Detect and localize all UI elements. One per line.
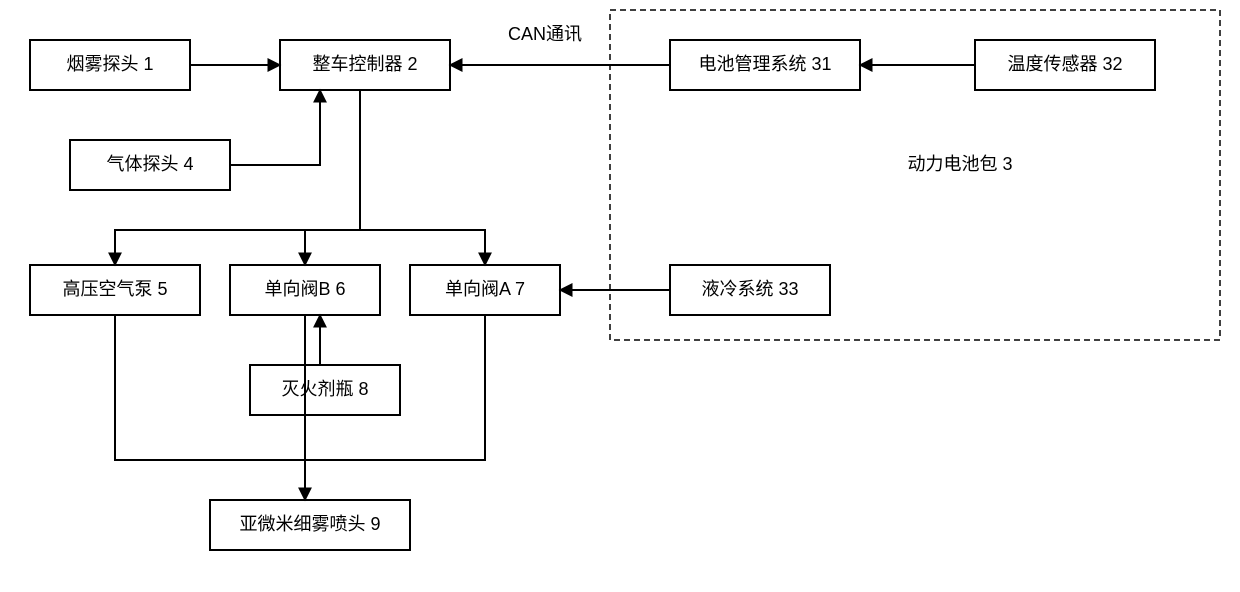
node-n2-label: 整车控制器 2 [312, 54, 417, 74]
node-n31-label: 电池管理系统 31 [698, 54, 831, 74]
node-n32-label: 温度传感器 32 [1007, 54, 1122, 74]
node-n6-label: 单向阀B 6 [264, 279, 345, 299]
node-n7-label: 单向阀A 7 [445, 279, 525, 299]
node-n1-label: 烟雾探头 1 [66, 54, 153, 74]
battery-pack-label: 动力电池包 3 [907, 154, 1012, 174]
node-n33-label: 液冷系统 33 [701, 279, 798, 299]
node-n9-label: 亚微米细雾喷头 9 [239, 514, 380, 534]
edge-n2-n7 [360, 90, 485, 265]
edge-n4-n2 [230, 90, 320, 165]
node-n4-label: 气体探头 4 [106, 154, 193, 174]
node-n5-label: 高压空气泵 5 [62, 279, 167, 299]
edge-n2-n6 [305, 90, 360, 265]
edge-label-n31-n2: CAN通讯 [508, 24, 582, 44]
node-n8-label: 灭火剂瓶 8 [281, 379, 368, 399]
